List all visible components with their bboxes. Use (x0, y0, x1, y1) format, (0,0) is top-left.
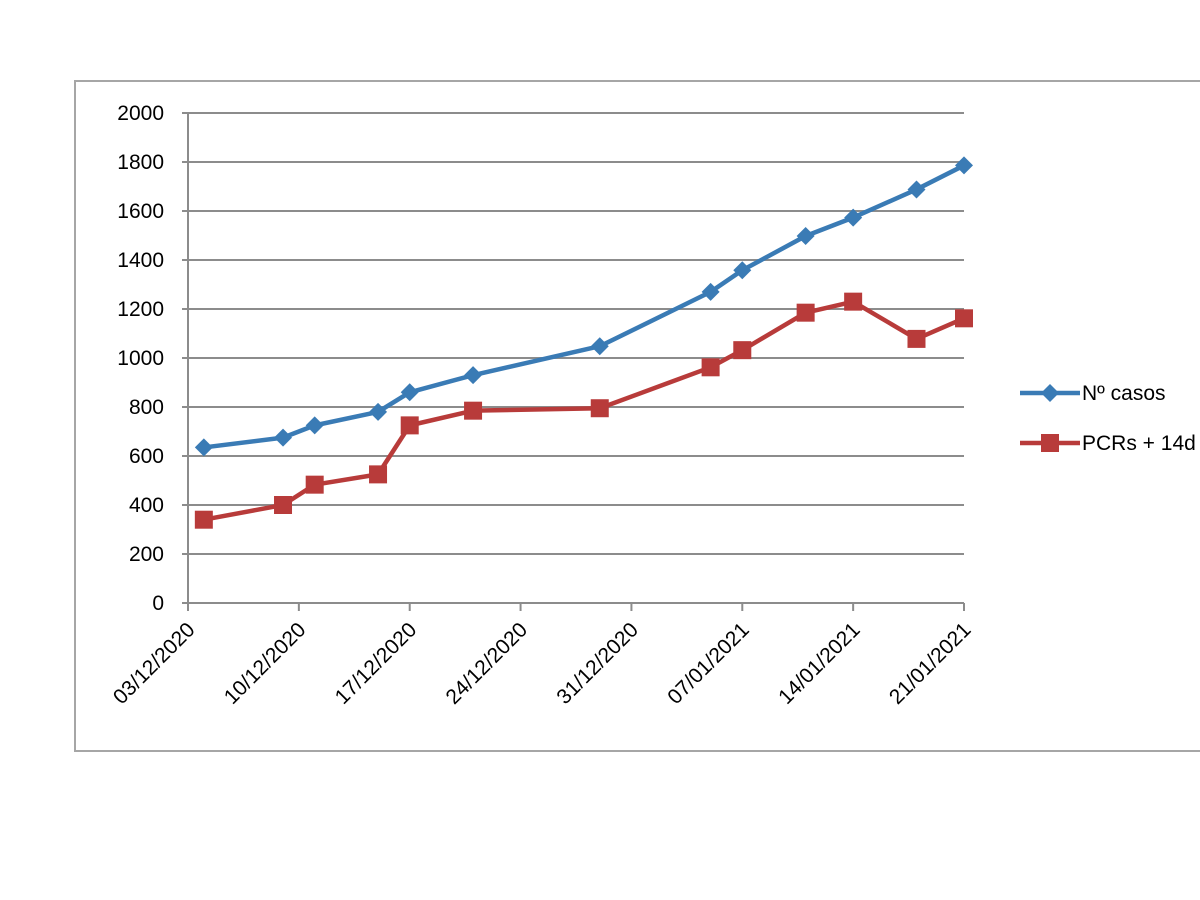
data-point-square (369, 465, 388, 484)
x-tick-label: 03/12/2020 (109, 618, 200, 709)
y-tick-label: 1400 (117, 249, 164, 272)
data-point-square (194, 510, 213, 529)
data-point-square (305, 475, 324, 494)
data-point-square (796, 303, 815, 322)
y-tick-label: 1000 (117, 347, 164, 370)
line-chart: 0 200 400 600 800 1000 1200 1400 1600 1800 2000 03/… (109, 102, 1196, 709)
data-point-square (955, 309, 973, 328)
y-tick-label: 400 (129, 494, 164, 517)
x-tick-label: 17/12/2020 (331, 618, 422, 709)
data-point-diamond (369, 402, 388, 421)
data-point-diamond (305, 416, 324, 435)
data-point-square (590, 399, 609, 418)
legend-label: Nº casos (1082, 382, 1166, 405)
y-tick-label: 600 (129, 445, 164, 468)
y-tick-label: 0 (152, 592, 164, 615)
data-point-diamond (701, 282, 720, 301)
y-tick-label: 1200 (117, 298, 164, 321)
x-tick-label: 31/12/2020 (552, 618, 643, 709)
x-tick-label: 14/01/2021 (774, 618, 865, 709)
data-point-square (274, 496, 293, 514)
data-point-square (907, 329, 926, 348)
legend-marker-diamond (1041, 384, 1059, 402)
data-point-diamond (194, 438, 213, 457)
legend-label: PCRs + 14d (1082, 432, 1196, 455)
data-point-square (733, 341, 752, 360)
data-point-diamond (907, 180, 926, 199)
data-point-square (844, 292, 863, 311)
chart-frame: 0 200 400 600 800 1000 1200 1400 1600 1800 2000 03/… (74, 80, 1200, 752)
data-point-diamond (796, 226, 815, 245)
data-point-diamond (955, 156, 973, 175)
legend-marker-square (1041, 434, 1059, 452)
x-tick-label: 21/01/2021 (885, 618, 976, 709)
x-tick-label: 07/01/2021 (663, 618, 754, 709)
data-point-diamond (274, 428, 293, 447)
data-point-diamond (733, 261, 752, 280)
data-point-square (701, 358, 720, 377)
data-point-diamond (400, 383, 419, 402)
x-tick-label: 24/12/2020 (442, 618, 533, 709)
data-point-square (464, 401, 483, 420)
y-tick-label: 1800 (117, 151, 164, 174)
y-tick-label: 1600 (117, 200, 164, 223)
y-tick-label: 800 (129, 396, 164, 419)
data-point-diamond (464, 366, 483, 385)
data-point-diamond (590, 337, 609, 356)
y-tick-label: 2000 (117, 102, 164, 125)
data-point-diamond (844, 208, 863, 227)
x-tick-label: 10/12/2020 (220, 618, 311, 709)
data-point-square (400, 416, 419, 435)
y-tick-label: 200 (129, 543, 164, 566)
